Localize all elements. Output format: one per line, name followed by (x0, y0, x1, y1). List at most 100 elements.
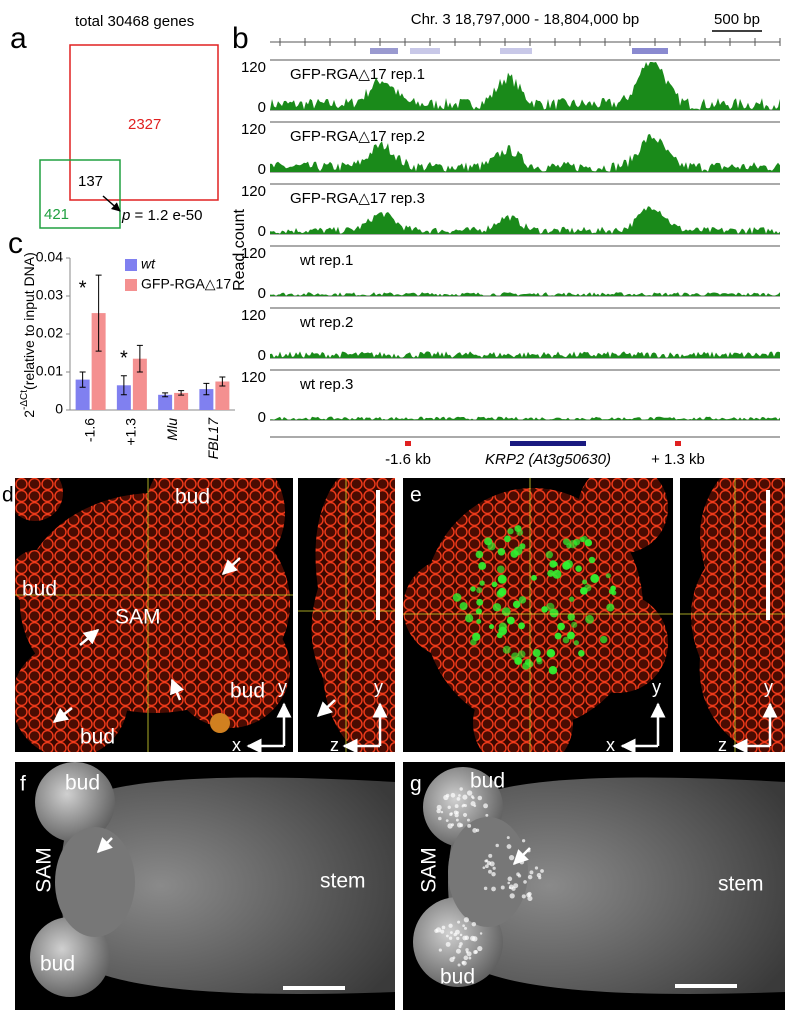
nucleus (518, 622, 525, 630)
nucleus (476, 598, 484, 606)
region: Chr. 3 18,797,000 - 18,804,000 bp (411, 11, 640, 28)
nucleus (502, 645, 511, 654)
nucleus (436, 804, 442, 810)
nucleus (605, 573, 611, 579)
track-name: wt rep.3 (299, 376, 353, 393)
panel-label: g (410, 773, 422, 796)
nucleus (546, 602, 555, 612)
region-label: stem (718, 873, 764, 896)
nucleus (492, 603, 502, 612)
nucleus (519, 859, 525, 865)
panel-label: f (20, 773, 26, 796)
nucleus (459, 787, 463, 791)
set-box (69, 44, 219, 201)
x-tick-label: FBL17 (205, 417, 221, 459)
y-tick-label: 0.03 (36, 287, 63, 303)
panel-c: c 2-ΔCt(relative to input DNA) 0 0.01 0.02… (8, 227, 235, 459)
nucleus (562, 636, 570, 644)
track-ymin: 0 (258, 99, 266, 116)
nucleus (463, 917, 470, 923)
nucleus (516, 872, 520, 877)
nucleus (475, 608, 482, 615)
nucleus (489, 624, 495, 630)
nucleus (463, 926, 467, 930)
nucleus (465, 948, 469, 952)
nucleus (467, 823, 472, 828)
bar (199, 389, 214, 410)
nucleus (569, 596, 575, 602)
nucleus (599, 635, 608, 644)
nucleus (484, 537, 493, 546)
nucleus (567, 631, 575, 640)
nucleus (540, 869, 544, 873)
axis-label: z (330, 735, 339, 755)
region-label: stem (320, 870, 366, 893)
nucleus (509, 893, 515, 899)
bar (158, 394, 173, 410)
nucleus (491, 871, 496, 877)
track-name: GFP-RGA△17 rep.1 (290, 66, 425, 83)
legend-label: wt (141, 256, 156, 272)
nucleus (495, 843, 499, 848)
arrow (102, 195, 121, 212)
coverage (270, 62, 780, 110)
nucleus (474, 950, 478, 954)
micrograph (298, 478, 395, 752)
track-ymin: 0 (258, 347, 266, 364)
nucleus (436, 808, 441, 814)
nucleus (445, 934, 449, 938)
nucleus (538, 876, 542, 880)
significance: * (120, 348, 128, 370)
scale-bar-label: 500 bp (714, 11, 760, 28)
nucleus (445, 819, 449, 823)
x-tick-label: Mlu (164, 418, 180, 441)
nucleus (573, 640, 579, 646)
track-ymax: 120 (241, 369, 266, 386)
nucleus (510, 550, 519, 558)
y-axis-label: Read count (231, 209, 248, 291)
error-bar (219, 376, 226, 387)
nucleus (534, 866, 539, 870)
nucleus (478, 562, 487, 570)
nucleus (606, 603, 615, 612)
nucleus (476, 587, 483, 594)
track-name: GFP-RGA△17 rep.2 (290, 128, 425, 145)
track-name: wt rep.1 (299, 252, 353, 269)
panel-e: e y x y z (403, 478, 785, 755)
nucleus (588, 556, 596, 564)
nucleus (521, 894, 526, 899)
bar (215, 381, 230, 410)
peak-region (632, 48, 668, 54)
region-label: SAM (33, 847, 56, 893)
axis-label: x (232, 735, 241, 755)
nucleus (584, 539, 593, 547)
y-axis-label: 2-ΔCt(relative to input DNA) (19, 252, 37, 418)
bar (132, 358, 147, 410)
legend-swatch (125, 259, 137, 271)
y-tick-label: 0.02 (36, 325, 63, 341)
peak-region (500, 48, 532, 54)
panel-label: d (2, 484, 14, 507)
region-label: bud (40, 953, 75, 976)
p-text: = 1.2 e-50 (135, 207, 203, 224)
nucleus (471, 796, 475, 800)
axis-label: y (652, 677, 661, 697)
overlap-count: 137 (78, 173, 103, 190)
nucleus (575, 565, 582, 572)
nucleus (497, 565, 505, 574)
nucleus (492, 866, 496, 870)
micrograph (15, 478, 293, 752)
nucleus (466, 790, 473, 796)
arrow (96, 837, 113, 854)
nucleus (483, 886, 488, 891)
micrograph (403, 478, 673, 752)
nucleus (548, 665, 558, 675)
panel-a: a total 30468 genes 2327 137 421 p = 1.2… (10, 13, 219, 229)
peak-region (370, 48, 398, 54)
title: total 30468 genes (75, 13, 194, 30)
bar (174, 392, 189, 410)
nucleus (482, 866, 486, 870)
nucleus (438, 816, 442, 821)
track-ymax: 120 (241, 307, 266, 324)
nucleus (498, 587, 507, 597)
